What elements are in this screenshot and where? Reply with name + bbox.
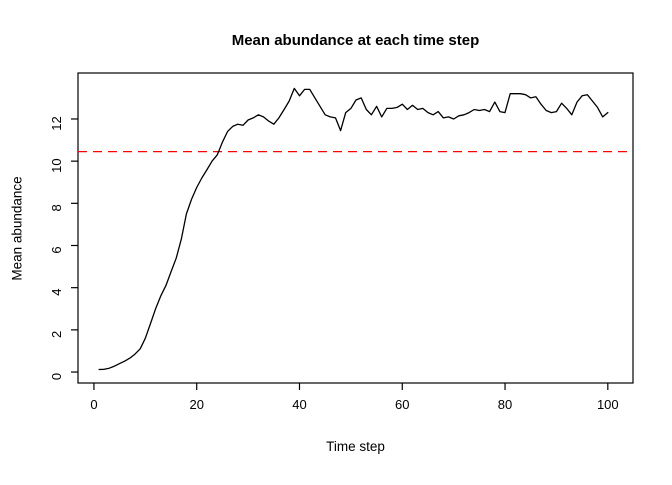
- y-axis-label: Mean abundance: [9, 176, 25, 281]
- x-tick-label: 40: [292, 397, 306, 412]
- y-tick-label: 12: [49, 116, 64, 130]
- y-tick-label: 2: [49, 331, 64, 338]
- y-tick-label: 8: [49, 204, 64, 211]
- x-tick-label: 60: [395, 397, 409, 412]
- chart-title: Mean abundance at each time step: [231, 32, 480, 49]
- y-tick-label: 0: [49, 373, 64, 380]
- y-tick-label: 10: [49, 158, 64, 172]
- x-tick-label: 100: [597, 397, 619, 412]
- x-axis-label: Time step: [326, 439, 385, 454]
- y-tick-label: 4: [49, 289, 64, 296]
- plot-box: [77, 72, 634, 384]
- abundance-line: [98, 87, 609, 371]
- x-tick-label: 0: [90, 397, 97, 412]
- y-tick-label: 6: [49, 246, 64, 253]
- x-tick-label: 80: [498, 397, 512, 412]
- x-tick-label: 20: [189, 397, 203, 412]
